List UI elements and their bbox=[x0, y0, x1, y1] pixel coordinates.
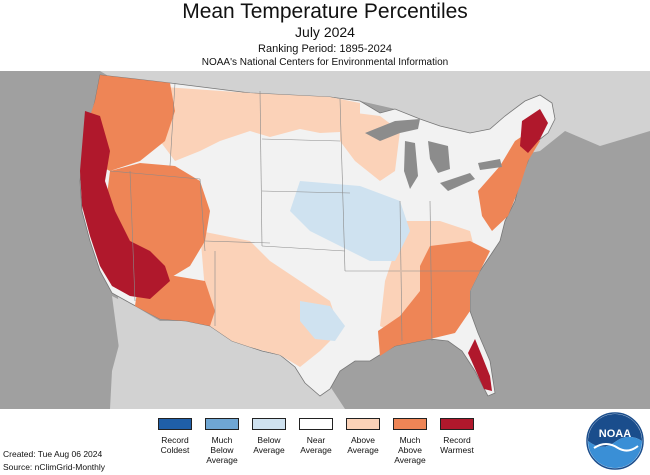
legend-swatch bbox=[393, 418, 427, 430]
lake-huron bbox=[428, 141, 450, 173]
map-title: Mean Temperature Percentiles bbox=[182, 0, 468, 23]
legend: Record Coldest Much Below Average Below … bbox=[150, 418, 480, 474]
map-subtitle: July 2024 bbox=[295, 24, 355, 40]
below-average-region-central bbox=[290, 181, 410, 261]
baja-land bbox=[112, 296, 150, 396]
legend-item-record-coldest: Record Coldest bbox=[150, 418, 200, 455]
legend-item-below-average: Below Average bbox=[244, 418, 294, 455]
lake-ontario bbox=[478, 159, 502, 170]
legend-swatch bbox=[158, 418, 192, 430]
above-average-region-southwest bbox=[200, 231, 340, 367]
map-svg bbox=[0, 71, 650, 409]
legend-swatch bbox=[299, 418, 333, 430]
legend-label: Near Average bbox=[300, 435, 332, 455]
footer: Created: Tue Aug 06 2024 Source: nClimGr… bbox=[3, 448, 105, 474]
legend-item-much-below-average: Much Below Average bbox=[197, 418, 247, 465]
data-source: Source: nClimGrid-Monthly bbox=[3, 462, 106, 472]
record-warm-region-northeast bbox=[520, 109, 548, 153]
temperature-map bbox=[0, 71, 650, 409]
map-header: Mean Temperature Percentiles July 2024 R… bbox=[0, 0, 650, 69]
record-warm-region-florida bbox=[468, 339, 492, 391]
legend-label: Above Average bbox=[347, 435, 379, 455]
svg-text:NOAA: NOAA bbox=[599, 428, 631, 440]
ranking-period: Ranking Period: 1895-2024 bbox=[258, 43, 392, 55]
legend-swatch bbox=[205, 418, 239, 430]
much-above-region-southeast bbox=[378, 241, 490, 356]
mexico-land bbox=[110, 296, 345, 409]
source-organization: NOAA's National Centers for Environmenta… bbox=[201, 57, 449, 68]
legend-swatch bbox=[440, 418, 474, 430]
legend-label: Much Below Average bbox=[206, 435, 238, 465]
noaa-logo: NOAA bbox=[586, 412, 644, 470]
below-average-region-texas bbox=[300, 301, 345, 341]
lake-superior bbox=[365, 119, 420, 141]
legend-item-above-average: Above Average bbox=[338, 418, 388, 455]
legend-label: Record Coldest bbox=[160, 435, 190, 455]
legend-item-much-above-average: Much Above Average bbox=[385, 418, 435, 465]
state-borders bbox=[109, 82, 480, 342]
legend-item-record-warmest: Record Warmest bbox=[432, 418, 482, 455]
legend-label: Much Above Average bbox=[394, 435, 426, 465]
record-warm-region-west-coast bbox=[80, 111, 170, 299]
legend-label: Below Average bbox=[253, 435, 285, 455]
legend-item-near-average: Near Average bbox=[291, 418, 341, 455]
lake-michigan bbox=[404, 141, 418, 189]
much-above-region-northeast bbox=[478, 131, 540, 231]
lake-erie bbox=[440, 173, 475, 191]
legend-label: Record Warmest bbox=[440, 435, 474, 455]
legend-swatch bbox=[252, 418, 286, 430]
above-average-region-north bbox=[150, 86, 360, 161]
created-date: Created: Tue Aug 06 2024 bbox=[3, 449, 103, 459]
legend-swatch bbox=[346, 418, 380, 430]
